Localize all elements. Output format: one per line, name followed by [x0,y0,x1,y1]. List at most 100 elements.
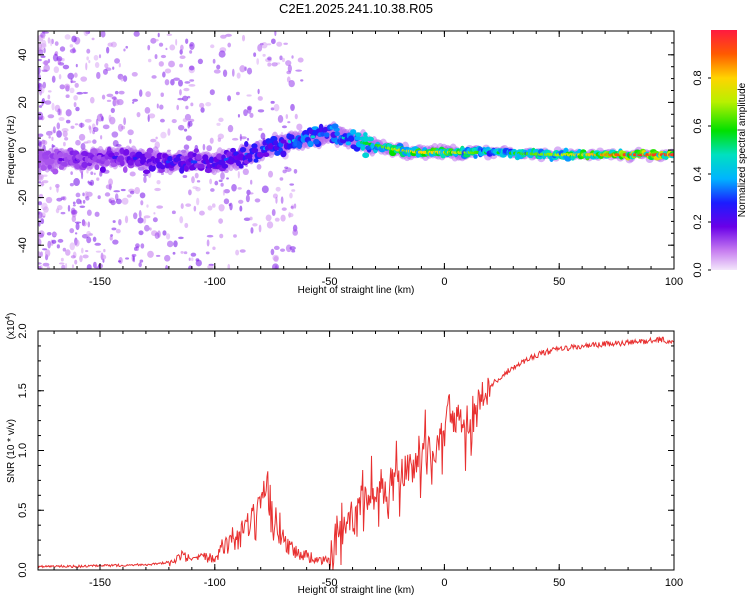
spectrogram-noise-cell [216,64,221,70]
spectrogram-ridge-cell [320,131,325,137]
spectrogram-ridge-cell [60,161,69,167]
spectrogram-noise-cell [188,120,193,127]
colorbar-ticks: 0.0 0.2 0.4 0.6 0.8 [692,70,711,278]
spectrogram-ridge-cell [307,140,314,148]
spectrogram-noise-cell [289,246,296,251]
spectrogram-ridge-cell [123,148,130,156]
spectrogram-noise-cell [209,137,214,144]
snr-data-point [214,555,215,556]
spectrogram-noise-cell [143,175,147,184]
snr-data-point [416,464,417,465]
spectrogram-noise-cell [50,38,53,47]
spectrogram-noise-cell [71,35,77,43]
spectrogram-noise-cell [125,257,130,260]
spectrogram-noise-cell [189,44,193,47]
snr-multiplier-close: ) [6,313,17,316]
spectrogram-ridge-cell [221,163,229,169]
spectrogram-noise-cell [199,210,205,216]
spectrogram-noise-cell [261,185,269,194]
spectrogram-peak-cell [192,160,198,164]
spectrogram-noise-cell [132,255,136,263]
spectrogram-noise-cell [73,178,80,187]
snr-data-point [669,342,670,343]
spectrogram-noise-cell [82,220,87,227]
spectrogram-noise-cell [147,250,154,258]
spectrogram-ridge-cell [350,129,357,135]
spectrogram-noise-cell [218,117,224,123]
spectrogram-noise-cell [52,145,56,148]
spectrogram-noise-cell [252,223,258,227]
spectrogram-noise-cell [108,114,112,122]
snr-data-point [272,516,273,517]
snr-data-point [524,360,525,361]
spectrogram-noise-cell [182,118,188,123]
spectrogram-noise-cell [75,192,81,198]
spectrogram-noise-cell [246,67,253,75]
spectrogram-noise-cell [38,67,41,75]
spectrogram-noise-cell [74,82,79,88]
spectrogram-noise-cell [95,250,102,253]
spectrogram-noise-cell [52,232,58,237]
spectrogram-noise-cell [188,257,191,261]
spectrogram-noise-cell [101,94,106,100]
snr-y-tick-label: 1.0 [17,443,29,458]
spectrogram-noise-cell [65,119,71,124]
spectrogram-x-tick-label: -100 [204,276,226,288]
spectrogram-peak-cell [670,153,674,157]
spectrogram-noise-cell [121,197,129,205]
spectrogram-noise-cell [210,188,215,192]
spectrogram-noise-cell [257,88,260,95]
spectrogram-noise-cell [93,172,96,176]
spectrogram-noise-cell [156,103,159,109]
spectrogram-noise-cell [188,84,196,87]
spectrogram-noise-cell [115,198,122,205]
spectrogram-noise-cell [56,244,60,249]
spectrogram-noise-cell [206,239,210,247]
spectrogram-noise-cell [69,44,74,48]
spectrogram-y-tick-label: 40 [17,49,29,61]
snr-x-label: Height of straight line (km) [298,585,415,596]
spectrogram-noise-cell [164,68,172,74]
spectrogram-noise-cell [231,68,235,77]
snr-multiplier: (x104) [5,313,17,340]
spectrogram-noise-cell [154,187,161,192]
spectrogram-noise-cell [212,58,216,64]
spectrogram-ridge-cell [90,148,98,155]
spectrogram-noise-cell [62,130,68,138]
spectrogram-y-axis: -40 -20 0 20 40 [17,30,674,270]
spectrogram-y-tick-label: -40 [17,237,29,253]
spectrogram-noise-cell [110,107,115,114]
snr-data-point [458,414,459,415]
spectrogram-noise-cell [256,164,262,170]
spectrogram-noise-cell [104,63,109,69]
spectrogram-ridge-cell [363,132,368,137]
spectrogram-noise-cell [86,236,92,244]
spectrogram-noise-cell [168,60,175,68]
spectrogram-noise-cell [47,58,51,63]
spectrogram-noise-cell [183,128,188,132]
spectrogram-noise-cell [206,145,213,152]
spectrogram-noise-cell [79,255,83,263]
spectrogram-noise-cell [179,63,184,68]
spectrogram-ridge-cell [348,135,354,142]
spectrogram-ridge-cell [267,142,274,150]
spectrogram-noise-cell [102,124,110,130]
spectrogram-noise-cell [38,181,42,184]
spectrogram-noise-cell [114,90,119,95]
spectrogram-noise-cell [67,204,71,212]
spectrogram-noise-cell [213,69,221,74]
snr-data-point [283,536,284,537]
spectrogram-noise-cell [273,103,280,112]
spectrogram-noise-cell [88,59,91,64]
spectrogram-noise-cell [99,113,103,118]
spectrogram-noise-cell [45,130,53,136]
spectrogram-noise-cell [134,186,141,195]
spectrogram-noise-cell [64,136,69,141]
spectrogram-noise-cell [173,77,180,81]
snr-data-point [627,342,628,343]
snr-data-point [122,566,123,567]
spectrogram-noise-cell [280,248,286,252]
spectrogram-noise-cell [243,217,251,221]
spectrogram-ridge-cell [363,135,369,143]
